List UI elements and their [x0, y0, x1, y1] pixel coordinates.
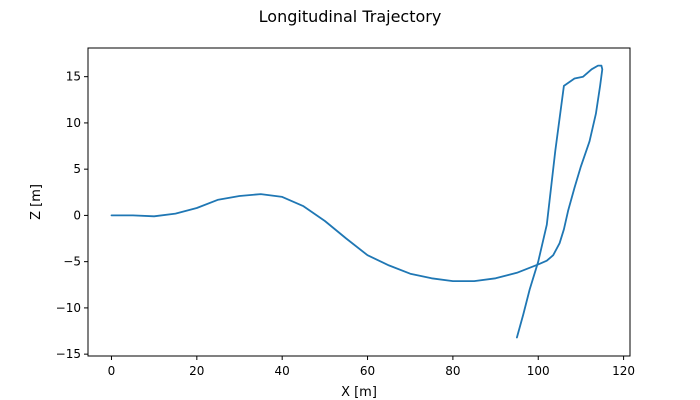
- x-tick-label: 40: [275, 364, 290, 378]
- chart-title: Longitudinal Trajectory: [259, 7, 442, 26]
- y-tick-label: 15: [66, 70, 81, 84]
- y-tick-label: 0: [73, 208, 81, 222]
- x-axis-label: X [m]: [341, 385, 377, 400]
- plot-frame: [87, 47, 631, 357]
- y-axis-label: Z [m]: [29, 184, 44, 220]
- y-tick-label: −5: [63, 255, 81, 269]
- trajectory-line: [110, 64, 604, 339]
- y-tick-label: 10: [66, 116, 81, 130]
- x-tick-label: 80: [445, 364, 460, 378]
- x-axis-ticks: 0 20 40 60 80 100 120: [108, 356, 635, 378]
- x-tick-label: 120: [612, 364, 635, 378]
- y-tick-label: 5: [73, 162, 81, 176]
- x-tick-label: 60: [360, 364, 375, 378]
- y-axis-ticks: −15 −10 −5 0 5 10 15: [56, 70, 88, 361]
- x-tick-label: 100: [527, 364, 550, 378]
- y-tick-label: −15: [56, 347, 81, 361]
- y-tick-label: −10: [56, 301, 81, 315]
- x-tick-label: 20: [189, 364, 204, 378]
- x-tick-label: 0: [108, 364, 116, 378]
